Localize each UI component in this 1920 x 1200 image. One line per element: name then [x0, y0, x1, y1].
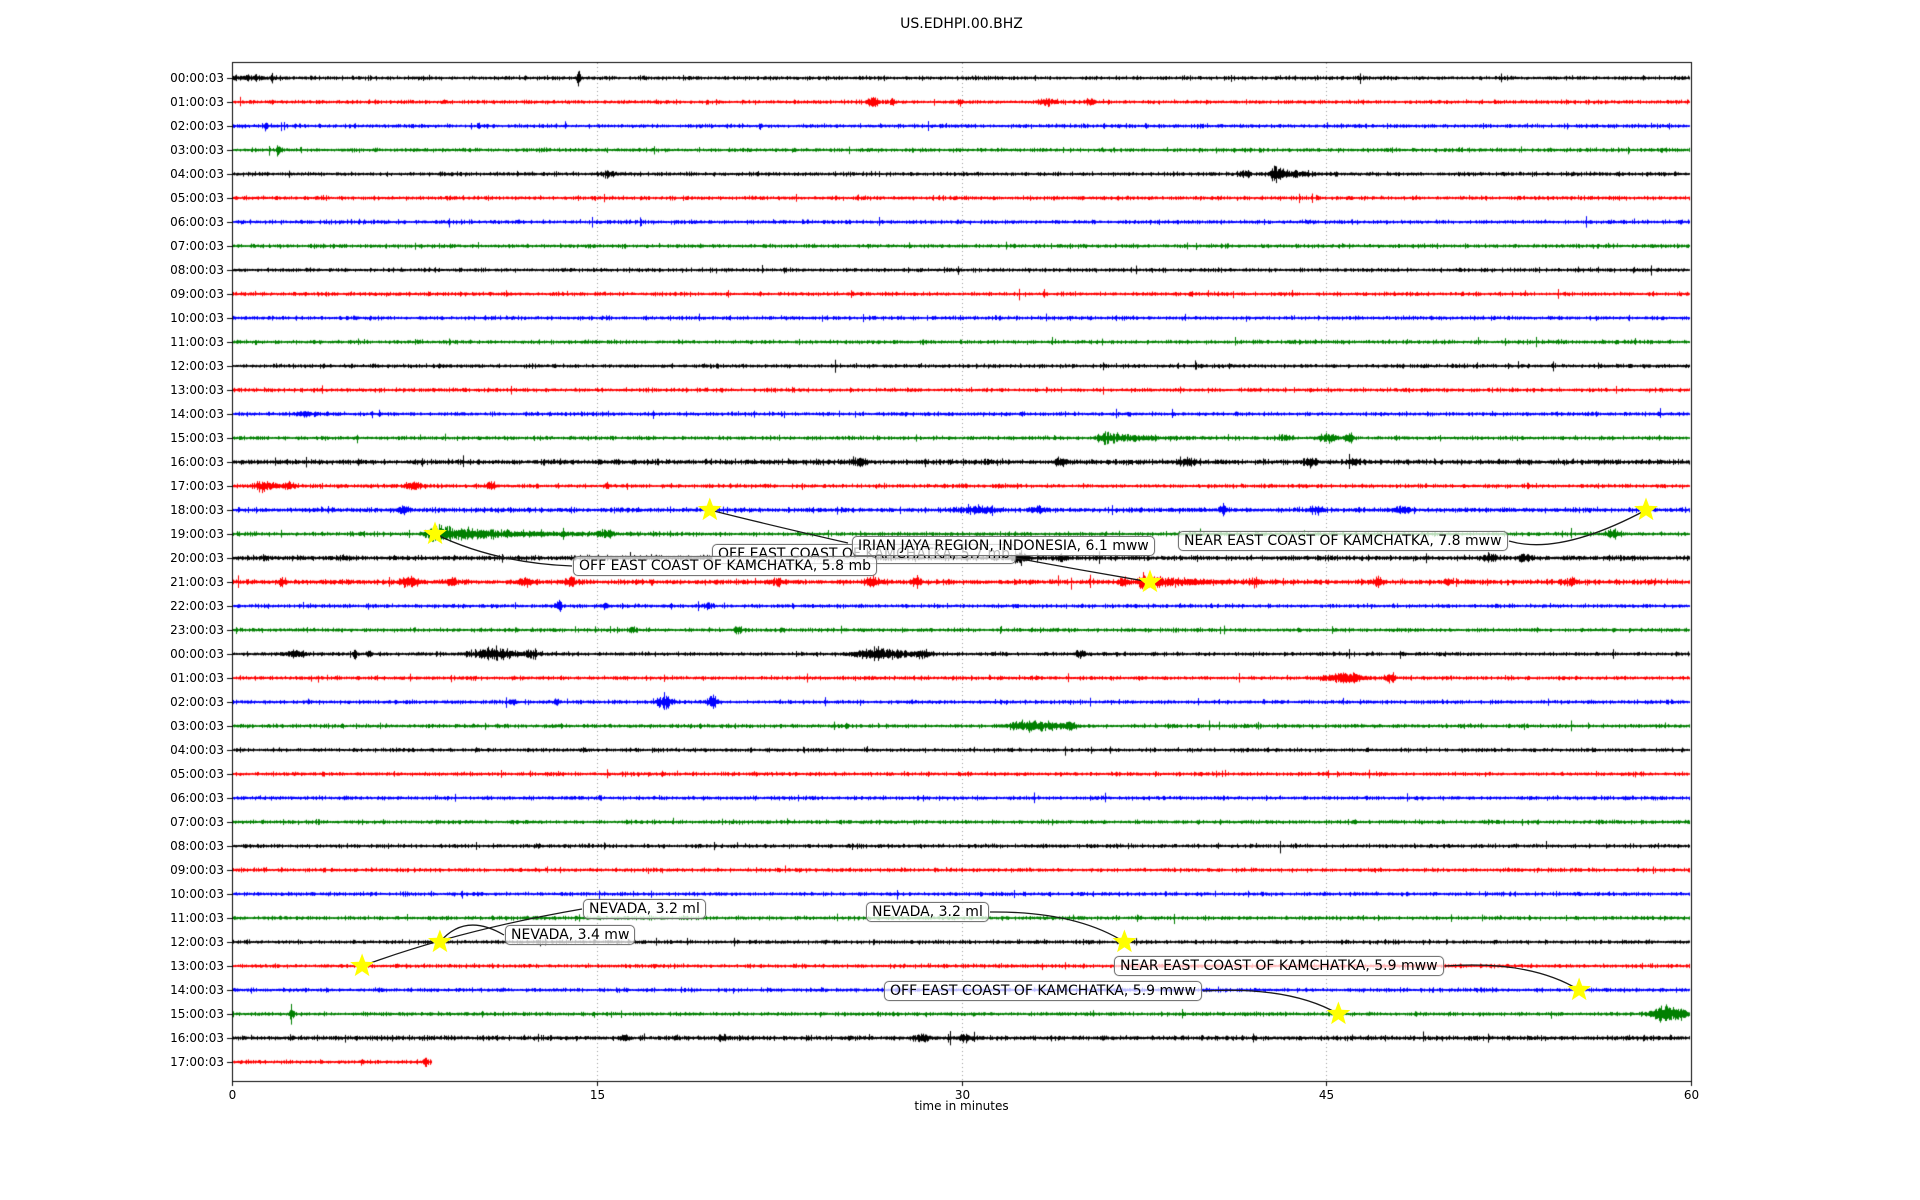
x-axis-label: time in minutes [914, 1099, 1009, 1113]
figure-title: US.EDHPI.00.BHZ [900, 16, 1023, 32]
